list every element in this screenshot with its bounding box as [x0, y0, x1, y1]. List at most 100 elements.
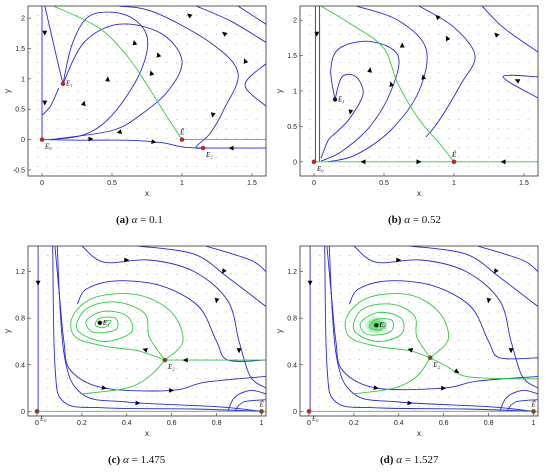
panel-b-trajectory-3 [320, 40, 400, 162]
caption-d: (d) α = 1.527 [380, 454, 438, 466]
panel-c-point-label-0: E₀ [39, 414, 47, 422]
panel-b-trajectory-7 [502, 74, 538, 99]
panel-d-arrow-1 [396, 257, 402, 263]
panel-a-trajectory-6 [244, 63, 266, 107]
panel-c-point-1 [97, 320, 103, 326]
panel-b-ytick-2: 1 [293, 89, 297, 96]
panel-c-point-3 [259, 409, 264, 414]
panel-a-xtick-3: 1.5 [247, 180, 257, 187]
panel-a-equilibria: E₀ E₁ Ê E₂ [39, 80, 213, 159]
panel-c-trajectory-3 [205, 246, 266, 272]
panel-b-arrow-2 [367, 67, 372, 73]
panel-c-label: (c) [108, 454, 121, 466]
panel-d-separatrix-13 [429, 357, 538, 380]
panel-c-xtick-3: 0.6 [167, 420, 177, 427]
panel-a-ytick-4: 1.5 [15, 46, 25, 53]
panel-a-trajectory-10 [41, 87, 60, 116]
panel-d-xtick-2: 0.4 [394, 420, 404, 427]
panel-b-xlabel: x [417, 189, 421, 198]
panel-c-ylabel: y [3, 329, 12, 333]
panel-a-ylabel: y [3, 89, 12, 93]
panel-c-separatrix-11 [76, 301, 166, 361]
panel-d-separatrix-14 [353, 357, 431, 395]
panel-c-trajectory-1 [81, 246, 266, 389]
panel-b-arrow-1 [348, 109, 354, 115]
panel-a-point-label-2: Ê [179, 129, 185, 137]
panel-a-trajectory-5 [195, 6, 266, 43]
panel-d-point-2 [427, 355, 433, 361]
panel-c-arrow-4 [169, 388, 175, 393]
panel-c-point-label-3: Ê [259, 400, 265, 408]
panel-b-ytick-0: 0 [293, 159, 297, 166]
panel-d-arrow-9 [486, 297, 492, 304]
panel-c-xtick-2: 0.4 [122, 420, 132, 427]
panel-a-xtick-2: 1 [180, 180, 184, 187]
panel-c-trajectory-7 [52, 246, 262, 412]
panel-c-arrow-0 [35, 280, 41, 286]
panel-a-point-0 [39, 137, 45, 142]
panel-d-value: = 1.527 [404, 454, 439, 466]
panel-a-trajectory-1 [48, 11, 149, 141]
panel-a-trajectory-4 [237, 6, 266, 25]
panel-d-series [309, 246, 538, 412]
panel-a-point-label-1: E₁ [65, 80, 73, 88]
panel-a-trajectory-3 [118, 6, 239, 149]
panel-a-trajectory-0 [44, 6, 64, 84]
panel-a-arrow-1 [42, 100, 48, 106]
panel-a-arrow-8 [243, 58, 249, 64]
panel-d-arrow-4 [441, 385, 447, 391]
panel-b-arrow-9 [389, 81, 394, 87]
panel-b-xtick-0: 0 [312, 180, 316, 187]
panel-a-arrow-11 [88, 136, 94, 142]
panel-a-arrows [42, 13, 249, 151]
panel-c-point-label-2: E₂ [167, 363, 175, 371]
panel-c-point-label-1: E₁ [102, 319, 110, 327]
panel-d-param: α [396, 454, 402, 466]
panel-b-ytick-3: 1.5 [287, 53, 297, 60]
panel-d-trajectory-7 [324, 246, 534, 412]
panel-a-arrow-10 [116, 129, 123, 134]
panel-c-arrow-1 [124, 257, 130, 263]
panel-d-trajectory-3 [477, 246, 538, 272]
panel-b-trajectory-2 [320, 73, 364, 159]
panel-a-ytick-3: 1 [21, 76, 25, 83]
panel-c-arrow-6 [182, 357, 188, 363]
panel-b-grid [300, 6, 538, 176]
panel-d-point-0 [306, 409, 312, 414]
panel-b-arrow-7 [494, 32, 500, 38]
panel-a-chart: E₀ E₁ Ê E₂ 0 0.5 1 1.5 -0.5 0 0.5 1 1.5 2 x y [3, 5, 267, 198]
panel-d-chart: E₀ E₁ E₂ Ê 0 0.2 0.4 0.6 0.8 1 0 0.4 0.8 1.2 x y [275, 245, 539, 438]
panel-d-arrow-3 [508, 348, 514, 354]
panel-c-trajectory-2 [137, 246, 266, 307]
panel-a-arrow-14 [149, 70, 155, 76]
panel-a-arrow-2 [81, 100, 86, 107]
panel-b-arrow-0 [314, 31, 320, 37]
panel-d-label: (d) [380, 454, 394, 466]
panel-c-point-0 [34, 409, 40, 414]
panel-d-frame [299, 245, 539, 417]
panel-a-arrow-7 [222, 31, 228, 37]
panel-d-trajectory-9 [506, 399, 538, 412]
panel-a-trajectory-2 [55, 23, 183, 140]
panel-a-xlabel: x [145, 189, 149, 198]
panel-b-xtick-3: 1.5 [519, 180, 529, 187]
panel-d-ytick-1: 0.4 [287, 362, 297, 369]
panel-d-point-label-0: E₀ [311, 414, 319, 422]
panel-d-separatrix-12 [344, 293, 449, 359]
panel-a-ytick-5: 2 [21, 16, 25, 23]
panel-c-separatrix-14 [81, 359, 166, 395]
panel-c-trajectory-6 [56, 246, 262, 412]
panel-b-chart: E₀ E₁ Ê 0 0.5 1 1.5 0 0.5 1 1.5 2 x y [275, 5, 539, 198]
panel-d-trajectory-1 [353, 246, 538, 389]
panel-c-arrows [35, 257, 242, 406]
panel-b-arrows [314, 14, 521, 165]
panel-c-trajectory-8 [227, 389, 266, 412]
panel-b-xtick-2: 1 [452, 180, 456, 187]
panel-d-trajectory-6 [328, 246, 534, 412]
panel-a-separatrix-11 [53, 6, 183, 140]
caption-a: (a) α = 0.1 [116, 214, 163, 226]
panel-d-ytick-0: 0 [293, 409, 297, 416]
panel-b-point-label-0: E₀ [316, 165, 324, 173]
panel-b-arrow-8 [514, 79, 521, 84]
panel-d-xtick-0: 0 [307, 420, 311, 427]
